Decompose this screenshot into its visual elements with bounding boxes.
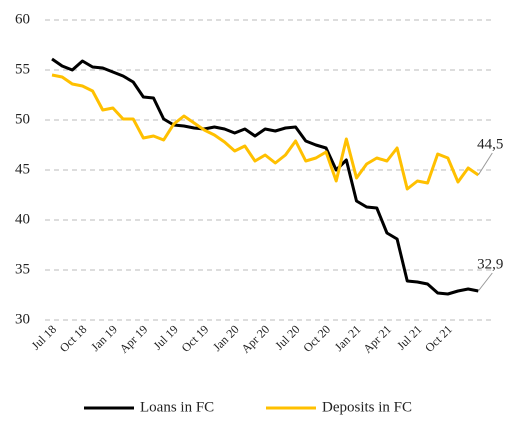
x-tick-label: Oct 20 (300, 322, 333, 355)
y-tick-label: 40 (15, 211, 30, 227)
x-tick-label: Jan 19 (88, 322, 120, 354)
x-tick-label: Oct 19 (179, 322, 212, 355)
x-tick-label: Jul 21 (394, 322, 424, 352)
x-tick-label: Apr 21 (360, 322, 394, 356)
x-tick-label: Jul 20 (272, 322, 302, 352)
leader-line (477, 152, 493, 176)
y-tick-label: 30 (15, 311, 30, 327)
legend-label: Deposits in FC (322, 399, 412, 415)
x-tick-label: Jan 21 (332, 322, 364, 354)
x-tick-label: Oct 18 (57, 322, 90, 355)
x-tick-label: Apr 19 (117, 322, 151, 356)
y-tick-label: 35 (15, 261, 30, 277)
x-tick-label: Jan 20 (210, 322, 242, 354)
series-line (51, 73, 480, 191)
x-tick-label: Apr 20 (239, 322, 273, 356)
x-tick-label: Jul 18 (29, 322, 59, 352)
leader-line (477, 272, 493, 292)
x-tick-label: Oct 21 (422, 322, 455, 355)
x-tick-label: Jul 19 (150, 322, 180, 352)
y-tick-label: 45 (15, 161, 30, 177)
y-tick-label: 55 (15, 61, 30, 77)
legend-label: Loans in FC (140, 399, 214, 415)
data-label: 44,5 (477, 136, 503, 152)
series-line (51, 57, 479, 296)
data-label: 32,9 (477, 256, 503, 272)
y-tick-label: 60 (15, 11, 30, 27)
y-tick-label: 50 (15, 111, 30, 127)
